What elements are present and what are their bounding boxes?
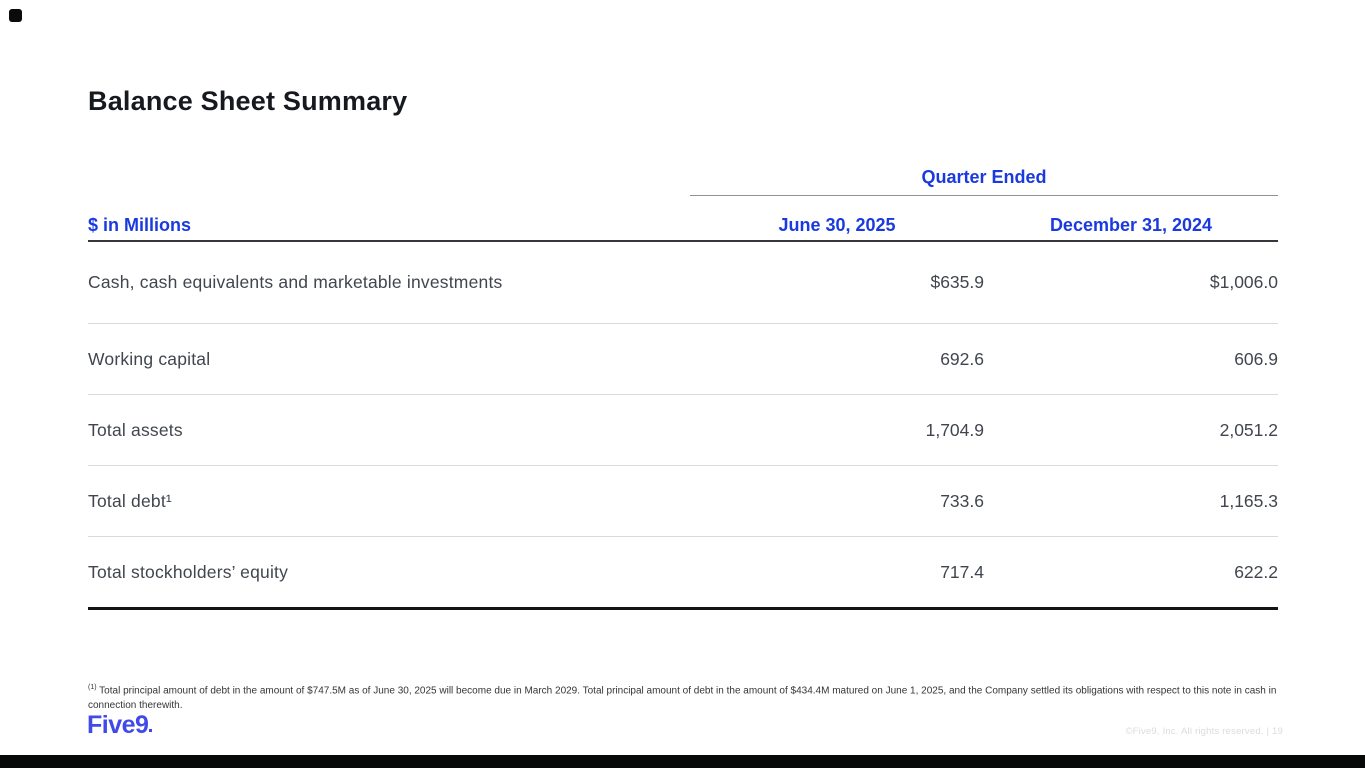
footnote-marker: (1) <box>88 684 97 691</box>
table-row: Working capital 692.6 606.9 <box>88 324 1278 395</box>
row-label: Cash, cash equivalents and marketable in… <box>88 272 503 292</box>
units-label: $ in Millions <box>88 215 192 235</box>
table-row: Cash, cash equivalents and marketable in… <box>88 242 1278 324</box>
table-row: Total assets 1,704.9 2,051.2 <box>88 395 1278 466</box>
row-value: 622.2 <box>1234 561 1278 582</box>
group-header-quarter-ended: Quarter Ended <box>690 161 1278 196</box>
bottom-bar <box>0 755 1365 768</box>
table-row: Total debt¹ 733.6 1,165.3 <box>88 466 1278 537</box>
column-header-row: $ in Millions June 30, 2025 December 31,… <box>88 196 1278 242</box>
row-value: $1,006.0 <box>1209 272 1278 292</box>
row-value: 692.6 <box>940 348 984 369</box>
five9-logo: Five9 <box>87 711 153 740</box>
row-label: Total stockholders’ equity <box>88 561 289 582</box>
table-body: Cash, cash equivalents and marketable in… <box>88 242 1278 610</box>
corner-marker <box>9 9 22 22</box>
row-value: $635.9 <box>930 272 984 292</box>
page-title: Balance Sheet Summary <box>88 86 408 117</box>
row-value: 606.9 <box>1234 348 1278 369</box>
five9-logo-dot-icon <box>149 729 153 732</box>
group-header-spacer <box>88 161 690 196</box>
five9-logo-text: Five9 <box>87 711 149 739</box>
column-header-december-31-2024: December 31, 2024 <box>1049 215 1213 235</box>
group-header-row: Quarter Ended <box>88 161 1278 196</box>
footnote-text: Total principal amount of debt in the am… <box>88 685 1277 711</box>
row-value: 1,704.9 <box>925 419 984 440</box>
column-header-june-30-2025: June 30, 2025 <box>778 215 896 235</box>
row-value: 1,165.3 <box>1219 490 1278 511</box>
footnote: (1) Total principal amount of debt in th… <box>88 681 1280 713</box>
row-value: 2,051.2 <box>1219 419 1278 440</box>
copyright-text: ©Five9, Inc. All rights reserved. | 19 <box>1125 726 1283 737</box>
row-value: 717.4 <box>940 561 984 582</box>
row-label: Working capital <box>88 348 211 369</box>
row-label: Total assets <box>88 419 183 440</box>
row-value: 733.6 <box>940 490 984 511</box>
row-label: Total debt¹ <box>88 490 172 511</box>
balance-sheet-table: Quarter Ended $ in Millions June 30, 202… <box>88 161 1278 610</box>
table-row: Total stockholders’ equity 717.4 622.2 <box>88 537 1278 607</box>
